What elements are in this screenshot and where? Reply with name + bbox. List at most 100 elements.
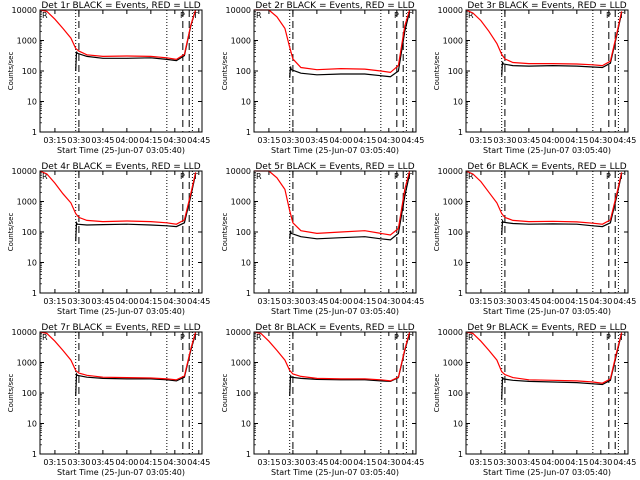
corner-marker: P [606,333,611,342]
chart-panel: Det 4r BLACK = Events, RED = LLD 1 10 100 10… [7,162,210,316]
lld-series-line [253,331,411,382]
y-tick-label: 10 [453,98,463,107]
x-axis-label: Start Time (25-Jun-07 03:05:40) [271,468,399,477]
chart-panel: Det 5r BLACK = Events, RED = LLD 1 10 100 10… [221,162,424,316]
chart-title: Det 4r BLACK = Events, RED = LLD [41,162,200,172]
x-tick-label: 04:00 [329,458,352,467]
x-tick-label: 03:15 [257,458,280,467]
y-axis-label: Counts/sec [221,374,229,413]
x-tick-label: 03:45 [91,136,114,145]
x-tick-label: 04:15 [565,458,588,467]
y-tick-label: 10000 [12,328,37,337]
lld-series-line [465,170,623,225]
y-tick-label: 1 [246,289,251,298]
corner-marker: P [394,11,399,20]
x-tick-label: 04:00 [115,458,138,467]
chart-title: Det 5r BLACK = Events, RED = LLD [255,162,414,172]
y-tick-label: 1 [246,128,251,137]
y-tick-label: 1000 [443,359,463,368]
chart-panel: Det 8r BLACK = Events, RED = LLD 1 10 100 10… [221,323,424,477]
lld-series-line [254,170,411,236]
events-series-line [75,9,197,72]
x-tick-label: 03:45 [305,458,328,467]
plot-frame [465,331,629,455]
y-tick-label: 10000 [438,167,463,176]
x-tick-label: 04:00 [541,297,564,306]
events-series-line [75,333,197,397]
y-tick-label: 1 [458,450,463,459]
y-tick-label: 1 [458,128,463,137]
y-tick-label: 100 [22,67,37,76]
plot-frame [253,331,417,455]
x-tick-label: 04:15 [565,297,588,306]
chart-panel: Det 9r BLACK = Events, RED = LLD 1 10 100 10… [433,323,636,477]
y-tick-label: 10 [27,259,37,268]
x-tick-label: 03:30 [67,297,90,306]
y-axis-label: Counts/sec [433,374,441,413]
y-tick-label: 10 [241,98,251,107]
chart-panel: Det 2r BLACK = Events, RED = LLD 1 10 100 10… [221,1,424,155]
x-tick-label: 03:30 [67,458,90,467]
x-tick-label: 03:45 [517,297,540,306]
x-axis-label: Start Time (25-Jun-07 03:05:40) [57,307,185,316]
x-tick-label: 04:30 [589,297,612,306]
x-tick-label: 03:15 [469,297,492,306]
plot-frame [253,9,417,133]
x-axis-label: Start Time (25-Jun-07 03:05:40) [271,307,399,316]
plot-frame [253,170,417,294]
corner-marker: T [192,11,198,20]
x-tick-label: 04:00 [115,136,138,145]
x-tick-label: 04:45 [187,458,210,467]
y-tick-label: 10000 [12,6,37,15]
x-tick-label: 03:45 [517,458,540,467]
corner-marker: P [394,172,399,181]
y-tick-label: 1 [32,450,37,459]
x-tick-label: 04:15 [565,136,588,145]
y-tick-label: 100 [448,389,463,398]
x-tick-label: 04:15 [139,297,162,306]
y-axis-label: Counts/sec [7,374,15,413]
y-tick-label: 100 [236,389,251,398]
chart-title: Det 2r BLACK = Events, RED = LLD [255,1,414,11]
x-tick-label: 04:45 [401,136,424,145]
x-tick-label: 04:00 [115,297,138,306]
corner-marker: R [256,333,262,342]
y-tick-label: 1000 [443,198,463,207]
y-tick-label: 10 [453,420,463,429]
y-tick-label: 1 [458,289,463,298]
x-tick-label: 04:15 [139,136,162,145]
lld-series-line [39,9,197,61]
plot-frame [465,9,629,133]
y-tick-label: 10000 [226,328,251,337]
x-axis-label: Start Time (25-Jun-07 03:05:40) [483,146,611,155]
events-series-line [501,12,623,76]
y-tick-label: 100 [22,389,37,398]
x-tick-label: 03:45 [91,458,114,467]
x-tick-label: 03:15 [43,297,66,306]
y-axis-label: Counts/sec [433,213,441,252]
y-tick-label: 10 [27,98,37,107]
y-axis-label: Counts/sec [221,213,229,252]
x-tick-label: 03:15 [43,136,66,145]
x-tick-label: 03:30 [281,297,304,306]
y-tick-label: 100 [448,228,463,237]
y-tick-label: 1000 [17,359,37,368]
plot-frame [39,170,203,294]
x-tick-label: 03:45 [305,136,328,145]
corner-marker: P [180,333,185,342]
y-tick-label: 1000 [231,359,251,368]
y-tick-label: 100 [448,67,463,76]
x-tick-label: 04:00 [329,136,352,145]
x-tick-label: 04:30 [377,297,400,306]
y-axis-label: Counts/sec [221,52,229,91]
x-axis-label: Start Time (25-Jun-07 03:05:40) [483,307,611,316]
y-tick-label: 1000 [443,37,463,46]
corner-marker: P [180,11,185,20]
x-tick-label: 04:45 [613,458,636,467]
x-tick-label: 03:15 [469,458,492,467]
events-series-line [501,333,623,400]
lld-series-line [39,331,197,381]
x-axis-label: Start Time (25-Jun-07 03:05:40) [57,146,185,155]
y-tick-label: 1000 [231,37,251,46]
